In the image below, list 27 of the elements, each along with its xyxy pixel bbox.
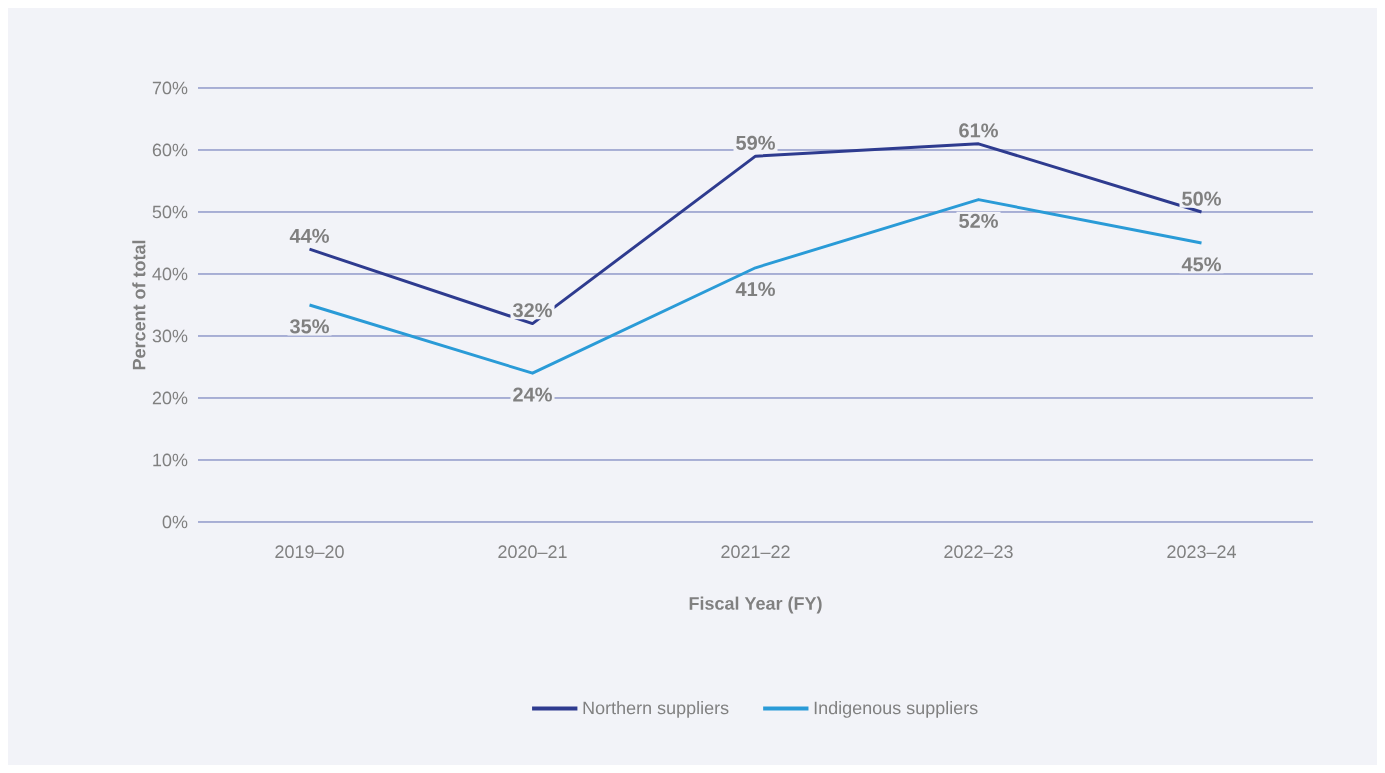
x-tick-label: 2020–21	[498, 545, 567, 559]
data-label: 44%	[289, 228, 329, 243]
x-tick-label: 2022–23	[944, 545, 1013, 559]
data-label: 24%	[513, 387, 552, 402]
data-label: 41%	[735, 282, 775, 297]
x-tick-label: 2019–20	[275, 545, 344, 559]
data-label: 45%	[1181, 257, 1221, 272]
data-label: 32%	[512, 303, 552, 318]
x-tick-label: 2021–22	[721, 545, 790, 559]
data-label: 50%	[1182, 191, 1221, 206]
legend-label: Northern suppliers	[583, 701, 729, 718]
y-axis-title: Percent of total	[132, 240, 146, 370]
y-tick-label: 10%	[153, 453, 188, 467]
y-tick-label: 70%	[152, 81, 188, 95]
legend-label: Indigenous suppliers	[814, 701, 978, 718]
y-tick-label: 20%	[152, 391, 188, 405]
y-tick-label: 30%	[152, 329, 188, 343]
y-tick-label: 40%	[152, 267, 188, 281]
data-label: 52%	[959, 213, 998, 229]
data-label: 61%	[959, 123, 998, 138]
x-axis-title: Fiscal Year (FY)	[689, 596, 822, 614]
y-tick-label: 50%	[152, 205, 188, 219]
x-tick-label: 2023–24	[1167, 545, 1236, 559]
data-label: 35%	[289, 319, 329, 334]
y-tick-label: 0%	[162, 515, 188, 529]
y-tick-label: 60%	[152, 143, 188, 157]
data-label: 59%	[736, 135, 775, 150]
